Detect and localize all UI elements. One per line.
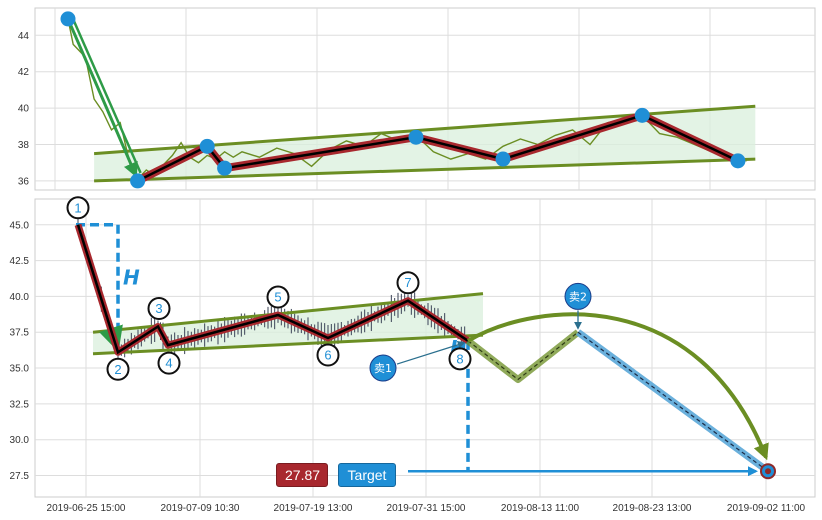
bottom-x-tick-label: 2019-07-09 10:30 <box>161 503 240 514</box>
top-pattern-point <box>217 160 233 176</box>
bottom-panel-y-tick-label: 30.0 <box>10 435 30 446</box>
forecast-down-inner <box>577 331 769 472</box>
signal-label: 卖1 <box>374 362 392 375</box>
forecast-zigzag-inner <box>467 331 579 381</box>
pattern-point-marker <box>106 357 130 381</box>
bottom-panel-y-tick-label: 32.5 <box>10 399 30 410</box>
bottom-panel-y-tick-label: 42.5 <box>10 256 30 267</box>
pattern-point-marker <box>396 271 420 295</box>
bottom-x-tick-label: 2019-08-23 13:00 <box>613 503 692 514</box>
signal-circle <box>369 354 397 382</box>
top-panel-y-tick-label: 44 <box>18 31 30 42</box>
bottom-x-tick-label: 2019-07-19 13:00 <box>274 503 353 514</box>
pattern-point-marker <box>448 347 472 371</box>
pattern-point-label: 1 <box>74 200 81 215</box>
top-panel-y-tick-label: 36 <box>18 176 30 187</box>
bottom-panel-y-tick-label: 27.5 <box>10 471 30 482</box>
top-pattern-point <box>408 129 424 145</box>
signal-circle <box>564 282 592 310</box>
top-pattern-point <box>730 153 746 169</box>
top-pattern-point <box>130 173 146 189</box>
bottom-panel-y-tick-label: 37.5 <box>10 328 30 339</box>
top-first-leg-line <box>71 18 142 174</box>
top-pattern-point <box>60 11 76 27</box>
bottom-x-tick-label: 2019-08-13 11:00 <box>501 503 580 514</box>
bottom-x-tick-label: 2019-07-31 15:00 <box>387 503 466 514</box>
pattern-point-label: 5 <box>274 290 281 305</box>
pattern-point-marker <box>147 297 171 321</box>
top-first-leg-arrow <box>66 18 138 178</box>
signal-label: 卖2 <box>569 290 587 303</box>
pattern-point-marker <box>66 196 90 220</box>
h-marker-1-label: H <box>123 266 140 290</box>
pattern-point-label: 2 <box>114 362 121 377</box>
top-pattern-point <box>495 151 511 167</box>
signal-arrow <box>396 341 466 365</box>
bottom-x-tick-label: 2019-09-02 11:00 <box>727 503 806 514</box>
bottom-panel-y-tick-label: 35.0 <box>10 364 30 375</box>
pattern-point-label: 3 <box>155 301 162 316</box>
top-pattern-point <box>634 107 650 123</box>
target-price-badge: 27.87 <box>276 463 328 487</box>
top-panel-y-tick-label: 42 <box>18 67 30 78</box>
bottom-channel-lower <box>92 333 484 356</box>
pattern-point-label: 4 <box>165 356 172 371</box>
target-label-badge: Target <box>338 463 396 487</box>
pattern-point-marker <box>316 343 340 367</box>
pattern-point-marker <box>157 351 181 375</box>
target-point-center <box>765 468 771 475</box>
bottom-panel-y-tick-label: 45.0 <box>10 220 30 231</box>
top-channel-lower <box>94 157 756 183</box>
top-panel-y-tick-label: 40 <box>18 104 30 115</box>
bottom-panel-y-tick-label: 40.0 <box>10 292 30 303</box>
pattern-point-marker <box>266 285 290 309</box>
top-pattern-point <box>199 138 215 154</box>
pattern-point-label: 7 <box>404 275 411 290</box>
forecast-arc <box>466 312 769 461</box>
bottom-pattern-inner <box>76 224 469 355</box>
pattern-point-label: 6 <box>324 347 331 362</box>
top-panel-y-tick-label: 38 <box>18 140 30 151</box>
bottom-x-tick-label: 2019-06-25 15:00 <box>47 503 126 514</box>
pattern-point-label: 8 <box>456 351 463 366</box>
